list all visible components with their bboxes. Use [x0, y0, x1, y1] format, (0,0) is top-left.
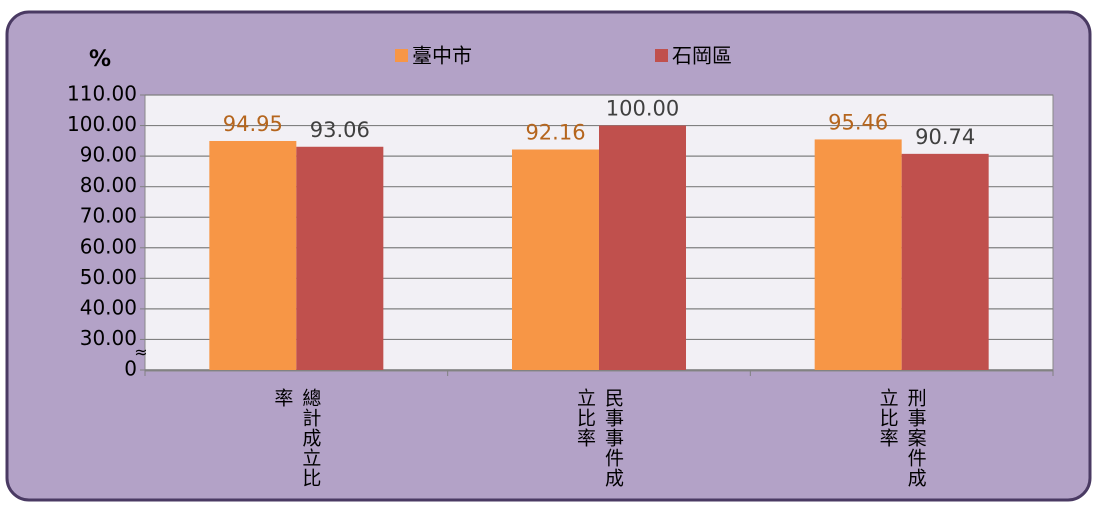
- y-tick-label: 100.00: [67, 112, 137, 136]
- y-tick-label: 110.00: [67, 82, 137, 106]
- value-label: 92.16: [525, 121, 585, 145]
- value-label: 93.06: [310, 118, 370, 142]
- value-label: 95.46: [828, 110, 888, 134]
- y-tick-label: 90.00: [80, 143, 137, 167]
- y-tick-label: 0: [124, 357, 137, 381]
- bar: [814, 139, 902, 370]
- y-tick-label: 40.00: [80, 295, 137, 319]
- x-tick-label: 民事事件成立比率: [574, 388, 624, 488]
- bar: [901, 153, 989, 370]
- legend-swatch: [395, 49, 408, 62]
- bar: [599, 125, 686, 370]
- bar: [209, 140, 297, 370]
- legend-swatch: [655, 49, 668, 62]
- y-tick-label: 80.00: [80, 173, 137, 197]
- value-label: 100.00: [606, 97, 679, 121]
- y-tick-label: 50.00: [80, 265, 137, 289]
- axis-break: ≈: [134, 343, 147, 362]
- legend-label: 石岡區: [672, 44, 732, 68]
- value-label: 94.95: [223, 112, 283, 136]
- y-tick-label: 70.00: [80, 204, 137, 228]
- legend-label: 臺中市: [412, 44, 472, 68]
- y-tick-label: 30.00: [80, 326, 137, 350]
- x-tick-label: 刑事案件成立比率: [876, 388, 927, 488]
- y-axis-label: %: [89, 47, 111, 72]
- value-label: 90.74: [915, 125, 975, 149]
- x-tick-label: 總計成立比率: [271, 388, 322, 488]
- bar: [512, 149, 599, 370]
- y-tick-label: 60.00: [80, 234, 137, 258]
- bar: [296, 146, 384, 370]
